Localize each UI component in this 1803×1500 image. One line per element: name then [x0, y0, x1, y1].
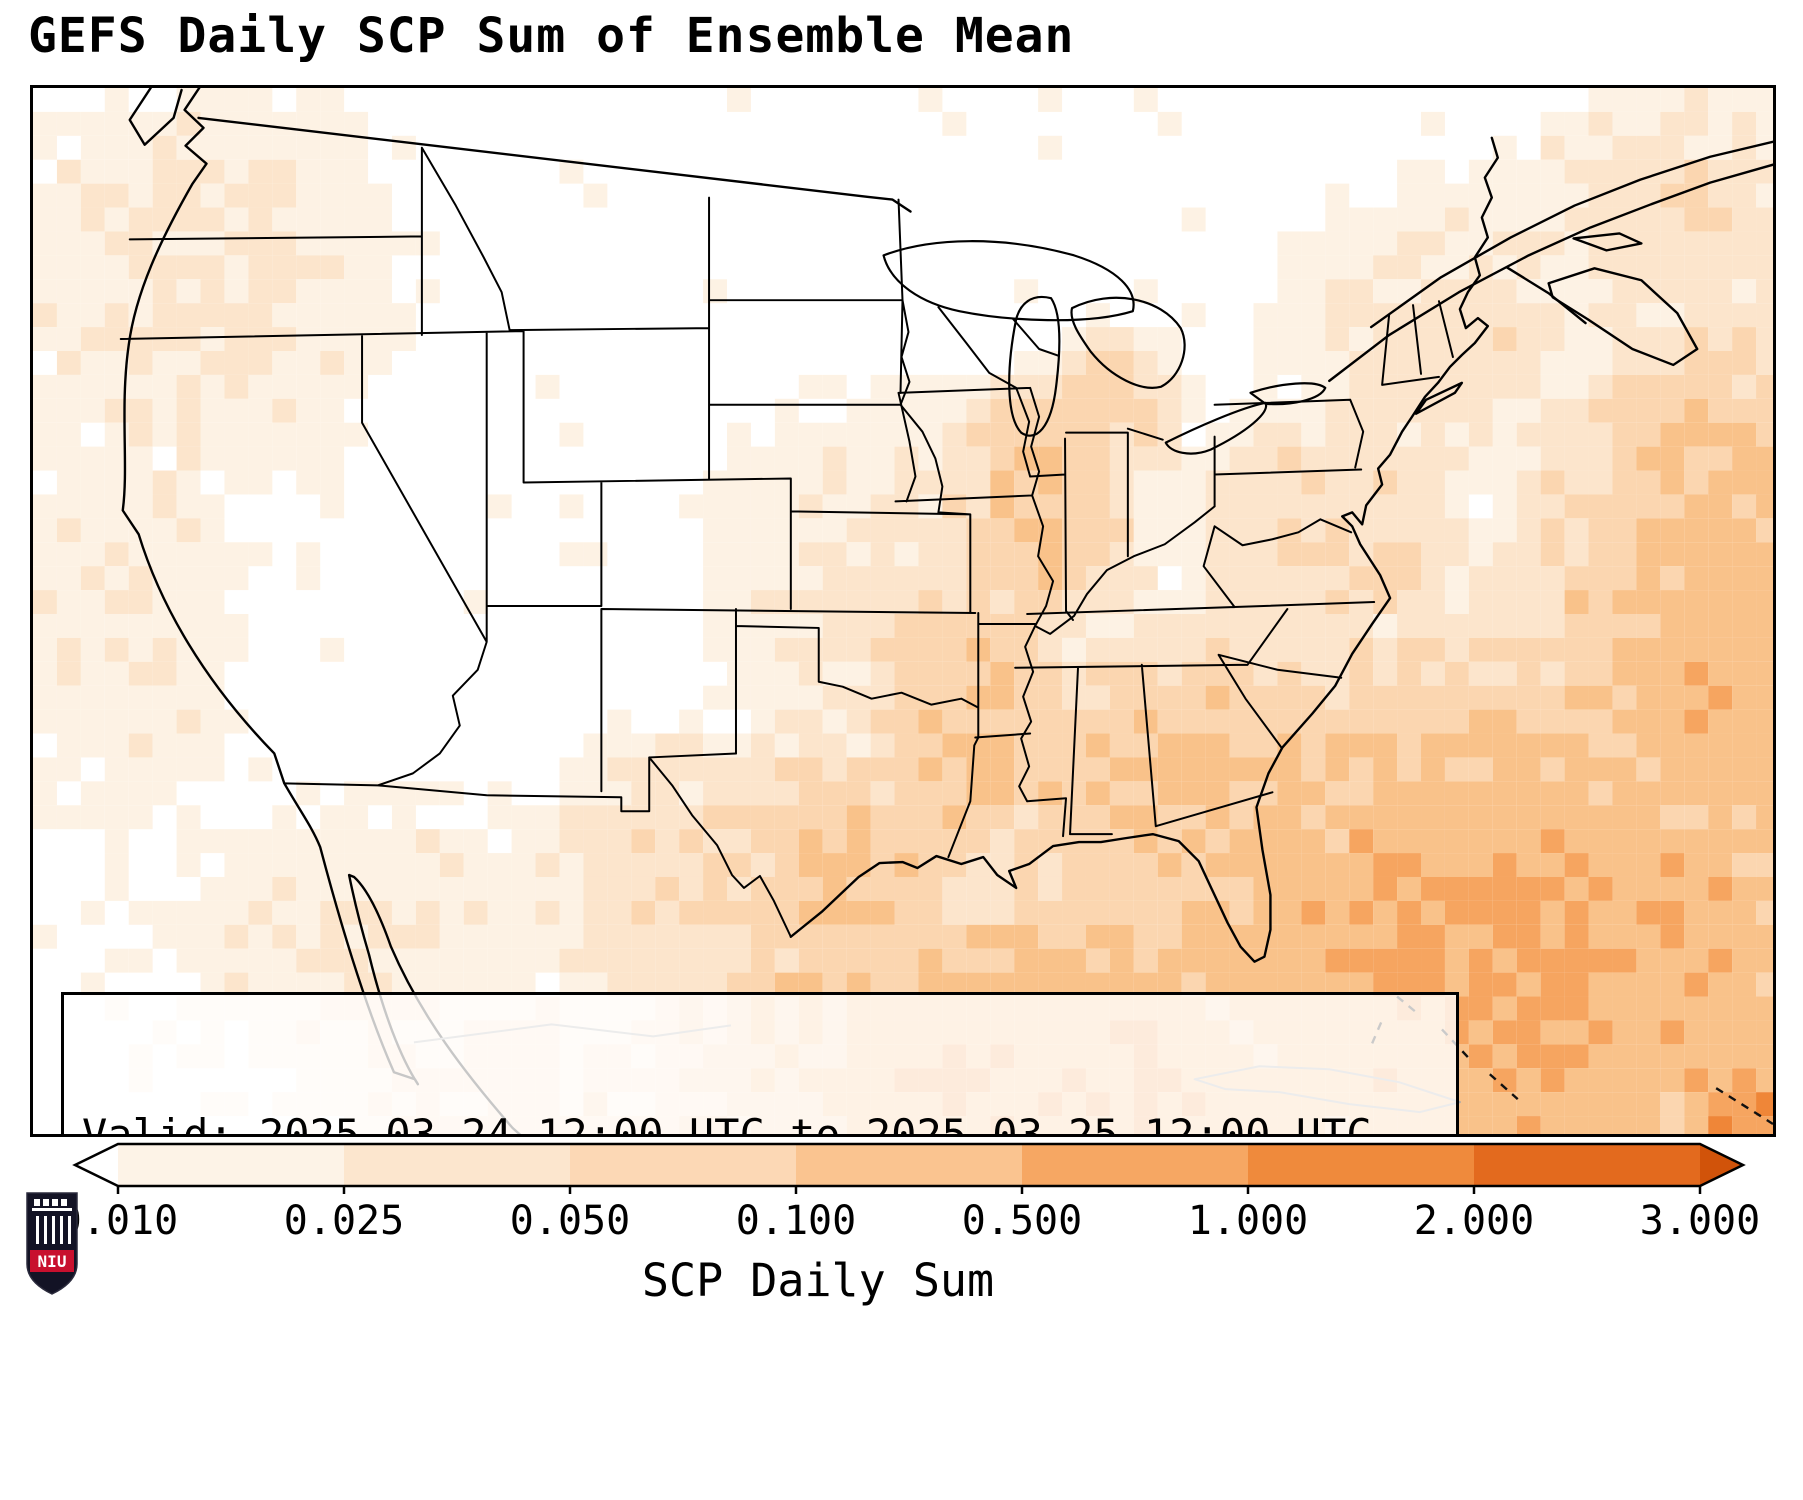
tick-label-2: 0.050 [509, 1198, 631, 1244]
vancouver-island [128, 88, 183, 146]
great-lakes [882, 240, 1327, 455]
info-box: Valid: 2025-03-24 12:00 UTC to 2025-03-2… [61, 992, 1459, 1137]
st-lawrence-south-shore [1328, 163, 1773, 383]
niu-logo-text: NIU [38, 1252, 67, 1271]
map-canvas [33, 88, 1773, 1134]
lake-michigan [1008, 295, 1061, 437]
bay-of-fundy [1505, 266, 1587, 325]
figure-title: GEFS Daily SCP Sum of Ensemble Mean [28, 8, 1075, 64]
tick-label-0: 0.010 [57, 1198, 179, 1244]
state-borders [119, 146, 1454, 938]
st-lawrence-north-shore [1369, 140, 1773, 329]
tick-label-3: 0.100 [735, 1198, 857, 1244]
lake-superior [882, 240, 1135, 322]
coastlines [121, 88, 1773, 1134]
lake-ontario [1249, 382, 1327, 406]
scp-heatmap [33, 88, 1773, 1134]
gulf-atlantic-coast [789, 136, 1499, 963]
lake-huron [1070, 296, 1186, 389]
niu-logo: NIU [26, 1192, 78, 1296]
prince-edward-island [1572, 232, 1643, 252]
tick-label-7: 3.000 [1639, 1198, 1761, 1244]
state-borders-central [734, 306, 1075, 859]
nova-scotia [1547, 267, 1699, 367]
niu-shield-icon: NIU [26, 1192, 78, 1295]
state-borders-east [1014, 300, 1454, 836]
lake-erie [1164, 401, 1268, 455]
tick-label-6: 2.000 [1413, 1198, 1535, 1244]
long-island [1414, 381, 1464, 415]
valid-time-text: Valid: 2025-03-24 12:00 UTC to 2025-03-2… [82, 1110, 1372, 1137]
colorbar-label: SCP Daily Sum [641, 1254, 995, 1307]
map-panel: Valid: 2025-03-24 12:00 UTC to 2025-03-2… [30, 85, 1776, 1137]
us-canada-border [197, 116, 912, 213]
colorbar [72, 1142, 1746, 1194]
tick-label-5: 1.000 [1187, 1198, 1309, 1244]
tick-label-1: 0.025 [283, 1198, 405, 1244]
tick-label-4: 0.500 [961, 1198, 1083, 1244]
pacific-coast-baja [121, 88, 522, 1134]
state-borders-west [119, 146, 977, 938]
